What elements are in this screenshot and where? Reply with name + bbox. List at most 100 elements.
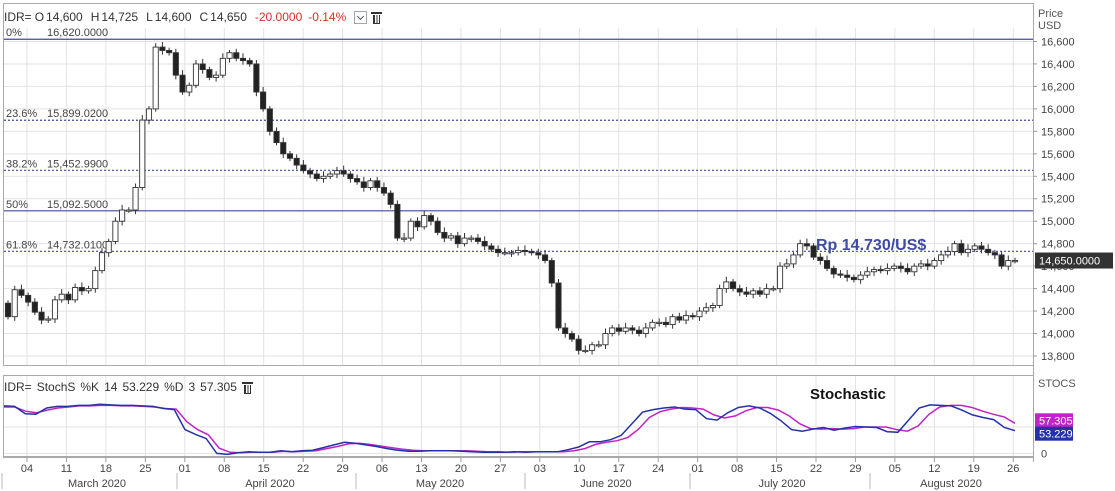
candle-body <box>830 267 837 275</box>
candle-body <box>273 130 280 144</box>
candle-body <box>810 245 817 258</box>
candle-body <box>394 203 401 239</box>
x-day-label: 01 <box>179 463 191 475</box>
candle-body <box>18 289 25 296</box>
k-value-badge-bg <box>1035 426 1073 441</box>
k-value: 53.229 <box>122 380 160 394</box>
candle-body <box>98 252 106 272</box>
candle-body <box>991 252 998 256</box>
price-tick-label: 16,000 <box>1041 104 1075 116</box>
candle-body <box>179 74 186 93</box>
x-day-label: 05 <box>889 463 901 475</box>
stochastic-lines <box>3 403 1016 456</box>
candle-body <box>72 287 79 301</box>
trash-icon[interactable] <box>241 381 253 394</box>
x-day-label: 17 <box>613 463 625 475</box>
stochastic-header: IDR= StochS %K 14 53.229 %D 3 57.305 <box>4 378 258 396</box>
candle-body <box>145 108 153 121</box>
fib-value-label: 15,899.0200 <box>47 108 108 120</box>
candle-body <box>293 157 300 166</box>
symbol: IDR= <box>4 10 32 24</box>
candle-body <box>407 220 414 239</box>
candle-body <box>38 311 45 321</box>
candle-body <box>239 57 247 62</box>
candle-body <box>709 305 716 309</box>
candle-body <box>421 215 428 228</box>
candle-body <box>985 248 992 254</box>
candle-body <box>837 273 844 276</box>
candle-body <box>797 243 804 256</box>
candle-body <box>367 180 374 188</box>
candle-body <box>233 52 240 59</box>
d-period: 3 <box>188 380 196 394</box>
candle-body <box>790 254 797 265</box>
stochastic-annotation: Stochastic <box>810 386 886 403</box>
candle-body <box>750 290 757 295</box>
candle-body <box>374 180 381 188</box>
candle-body <box>186 84 193 93</box>
close-value: 14,650 <box>210 10 247 24</box>
price-axis-title-line1: Price <box>1038 8 1064 20</box>
candle-body <box>897 265 904 269</box>
x-day-label: 22 <box>810 463 822 475</box>
x-day-label: 22 <box>297 463 309 475</box>
candle-body <box>434 220 441 233</box>
candle-body <box>555 282 562 329</box>
d-value-badge-bg <box>1035 413 1073 428</box>
candle-body <box>360 181 367 188</box>
x-day-label: 06 <box>376 463 388 475</box>
candle-body <box>454 235 461 245</box>
candle-body <box>602 333 609 346</box>
x-day-label: 08 <box>218 463 230 475</box>
fib-percent-label: 23.6% <box>6 108 37 120</box>
trash-icon[interactable] <box>371 11 383 24</box>
candle-body <box>380 187 387 194</box>
chevron-down-icon[interactable] <box>354 10 368 24</box>
candle-body <box>313 173 320 179</box>
candle-body <box>226 52 233 59</box>
candle-body <box>31 301 38 313</box>
x-day-label: 11 <box>61 463 72 475</box>
candle-body <box>78 287 85 292</box>
candle-body <box>944 251 951 256</box>
candle-body <box>676 316 683 321</box>
candle-body <box>253 63 260 93</box>
candle-body <box>495 248 502 254</box>
candle-body <box>911 265 918 273</box>
open-value: 14,600 <box>46 10 83 24</box>
candle-body <box>938 254 945 261</box>
x-month-label: June 2020 <box>580 478 631 490</box>
candle-body <box>300 164 307 172</box>
candle-body <box>206 69 213 78</box>
d-value-badge: 57.305 <box>1039 415 1073 427</box>
candle-body <box>548 260 555 284</box>
x-day-label: 15 <box>258 463 270 475</box>
k-label: %K <box>80 380 100 394</box>
candle-body <box>427 215 434 222</box>
candle-body <box>387 192 394 205</box>
candle-body <box>562 327 569 334</box>
price-tick-label: 15,800 <box>1041 126 1075 138</box>
candle-body <box>414 220 421 228</box>
price-tick-label: 14,800 <box>1041 239 1075 251</box>
stoch-tick-label: 0 <box>1041 448 1047 460</box>
candle-body <box>58 293 65 301</box>
candle-body <box>884 267 891 272</box>
fib-percent-label: 38.2% <box>6 158 37 170</box>
candle-body <box>803 243 810 247</box>
candle-body <box>219 57 226 76</box>
high-value: 14,725 <box>101 10 139 24</box>
candle-body <box>703 307 710 312</box>
price-tick-label: 15,200 <box>1041 194 1075 206</box>
candle-body <box>850 276 857 281</box>
candle-body <box>964 248 972 254</box>
candle-body <box>327 173 334 177</box>
x-month-label: April 2020 <box>245 478 295 490</box>
x-axis-ticks: 04 11 18 25 01 08 15 22 29 06 13 20 27 03 10 17 24 01 08 15… <box>1 457 1019 490</box>
candle-body <box>951 243 958 252</box>
candle-body <box>568 333 575 340</box>
change-value: -20.0000 <box>254 10 303 24</box>
price-axis-title-line2: USD <box>1038 20 1062 32</box>
x-day-label: 03 <box>534 463 546 475</box>
